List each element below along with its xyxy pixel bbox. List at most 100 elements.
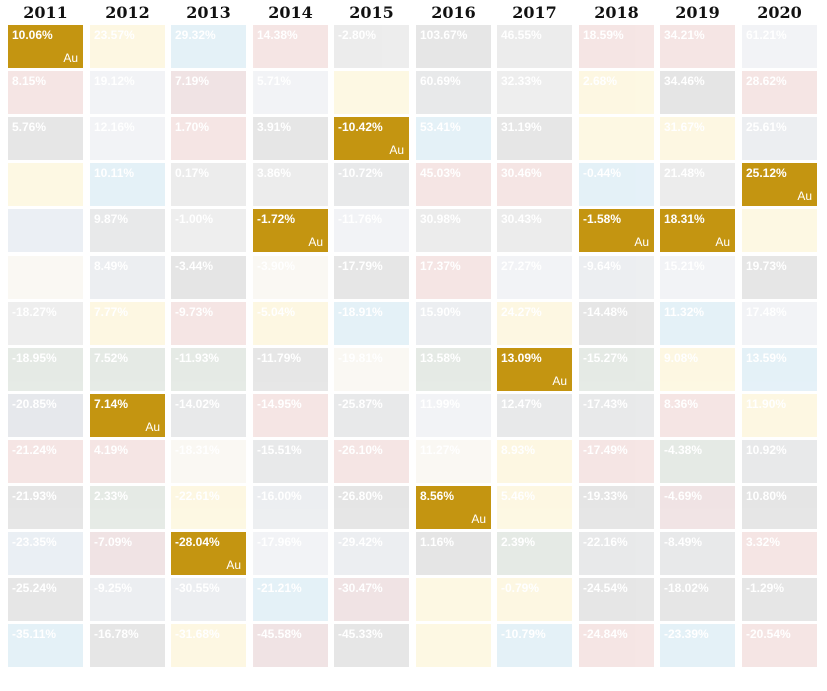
return-value: -21.93% bbox=[12, 489, 57, 503]
return-value: 7.52% bbox=[94, 351, 129, 365]
return-value: -18.27% bbox=[12, 305, 57, 319]
year-header-2018: 2018 bbox=[594, 3, 639, 22]
return-cell: 5.46% bbox=[497, 486, 572, 529]
return-value: 11.90% bbox=[746, 397, 787, 411]
return-cell: -30.47% bbox=[334, 578, 409, 621]
return-value: 13.59% bbox=[746, 351, 787, 365]
return-value: 10.06% bbox=[12, 28, 53, 42]
return-cell: 5.76% bbox=[8, 117, 83, 160]
return-cell bbox=[8, 256, 83, 299]
return-cell: -10.79% bbox=[497, 624, 572, 667]
return-cell: -25.24% bbox=[8, 578, 83, 621]
return-cell: 46.55% bbox=[497, 25, 572, 68]
return-value: 12.16% bbox=[94, 120, 135, 134]
return-cell: -4.69% bbox=[660, 486, 735, 529]
return-value: -28.04% bbox=[175, 535, 220, 549]
return-cell: 12.16% bbox=[90, 117, 165, 160]
return-cell: -18.95% bbox=[8, 348, 83, 391]
year-header-2020: 2020 bbox=[757, 3, 802, 22]
year-header-2015: 2015 bbox=[349, 3, 394, 22]
return-value: -16.00% bbox=[257, 489, 302, 503]
return-value: 13.58% bbox=[420, 351, 461, 365]
highlighted-return-cell: 7.14% Au bbox=[90, 394, 165, 437]
asset-label: Au bbox=[308, 235, 323, 249]
return-value: 0.17% bbox=[175, 166, 210, 180]
return-value: 7.77% bbox=[94, 305, 129, 319]
return-cell: -14.95% bbox=[253, 394, 328, 437]
return-value: 21.48% bbox=[664, 166, 705, 180]
return-cell: 7.52% bbox=[90, 348, 165, 391]
return-cell: 10.11% bbox=[90, 163, 165, 206]
return-cell: -11.93% bbox=[171, 348, 246, 391]
return-cell: 11.99% bbox=[416, 394, 491, 437]
return-cell: -18.91% bbox=[334, 302, 409, 345]
asset-label: Au bbox=[226, 558, 241, 572]
return-value: 12.47% bbox=[501, 397, 542, 411]
return-cell: 23.57% bbox=[90, 25, 165, 68]
return-value: -23.35% bbox=[12, 535, 57, 549]
return-value: -10.42% bbox=[338, 120, 383, 134]
return-cell: -17.43% bbox=[579, 394, 654, 437]
return-cell: 21.48% bbox=[660, 163, 735, 206]
highlighted-return-cell: -1.72% Au bbox=[253, 209, 328, 252]
return-cell: -26.80% bbox=[334, 486, 409, 529]
return-value: -29.42% bbox=[338, 535, 383, 549]
return-cell: 1.16% bbox=[416, 532, 491, 575]
return-cell: 30.98% bbox=[416, 209, 491, 252]
return-value: 19.12% bbox=[94, 74, 135, 88]
return-cell: -1.29% bbox=[742, 578, 817, 621]
asset-label: Au bbox=[145, 420, 160, 434]
year-header-2016: 2016 bbox=[431, 3, 476, 22]
return-cell: -25.87% bbox=[334, 394, 409, 437]
return-cell: -24.54% bbox=[579, 578, 654, 621]
return-value: 19.73% bbox=[746, 259, 787, 273]
return-value: 9.87% bbox=[94, 212, 129, 226]
return-value: -1.00% bbox=[175, 212, 214, 226]
return-value: -35.11% bbox=[12, 627, 57, 641]
return-value: -45.58% bbox=[257, 627, 302, 641]
return-cell: -31.68% bbox=[171, 624, 246, 667]
return-value: 5.76% bbox=[12, 120, 47, 134]
year-header-2019: 2019 bbox=[675, 3, 720, 22]
asset-label: Au bbox=[552, 374, 567, 388]
return-cell: -11.76% bbox=[334, 209, 409, 252]
return-cell: 24.27% bbox=[497, 302, 572, 345]
asset-label: Au bbox=[797, 189, 812, 203]
return-cell: 3.86% bbox=[253, 163, 328, 206]
return-value: -11.93% bbox=[175, 351, 220, 365]
return-cell: 8.93% bbox=[497, 440, 572, 483]
return-value: -24.84% bbox=[583, 627, 628, 641]
return-value: 3.86% bbox=[257, 166, 292, 180]
return-cell: 3.32% bbox=[742, 532, 817, 575]
return-value: -4.69% bbox=[664, 489, 703, 503]
return-cell: -5.04% bbox=[253, 302, 328, 345]
return-value: 17.37% bbox=[420, 259, 461, 273]
return-cell: -45.33% bbox=[334, 624, 409, 667]
return-cell: -4.38% bbox=[660, 440, 735, 483]
return-value: 7.14% bbox=[94, 397, 129, 411]
return-value: 60.69% bbox=[420, 74, 461, 88]
return-value: 2.68% bbox=[583, 74, 618, 88]
return-value: -14.02% bbox=[175, 397, 220, 411]
return-cell: -17.96% bbox=[253, 532, 328, 575]
return-cell: 18.59% bbox=[579, 25, 654, 68]
return-value: 30.46% bbox=[501, 166, 542, 180]
return-cell: -0.79% bbox=[497, 578, 572, 621]
return-value: 8.56% bbox=[420, 489, 455, 503]
return-value: -14.95% bbox=[257, 397, 302, 411]
return-cell: -9.73% bbox=[171, 302, 246, 345]
asset-label: Au bbox=[471, 512, 486, 526]
return-value: 8.49% bbox=[94, 259, 129, 273]
return-value: 30.43% bbox=[501, 212, 542, 226]
return-value: 17.48% bbox=[746, 305, 787, 319]
return-cell: -14.48% bbox=[579, 302, 654, 345]
return-cell: -14.02% bbox=[171, 394, 246, 437]
asset-label: Au bbox=[715, 235, 730, 249]
return-cell: -18.27% bbox=[8, 302, 83, 345]
return-value: -21.24% bbox=[12, 443, 57, 457]
return-cell bbox=[8, 163, 83, 206]
return-cell: 5.71% bbox=[253, 71, 328, 114]
return-value: -3.90% bbox=[257, 259, 296, 273]
return-value: -7.09% bbox=[94, 535, 133, 549]
return-cell: 45.03% bbox=[416, 163, 491, 206]
